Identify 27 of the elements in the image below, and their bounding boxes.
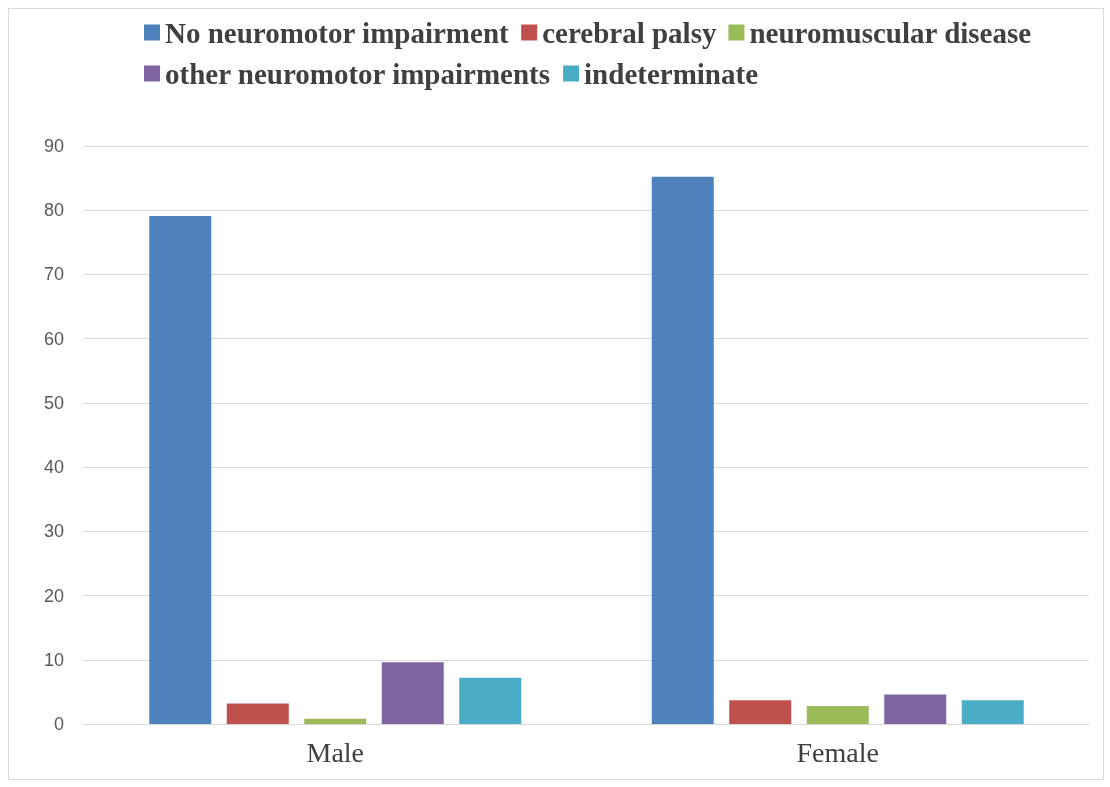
- y-tick-label: 50: [43, 392, 64, 413]
- y-tick-label: 40: [43, 457, 64, 478]
- bar: [149, 216, 212, 724]
- bar: [304, 718, 367, 724]
- y-tick-label: 70: [43, 264, 64, 285]
- legend-label: neuromuscular disease: [749, 16, 1032, 49]
- legend-label: other neuromotor impairments: [165, 57, 551, 90]
- y-tick-label: 0: [53, 714, 64, 734]
- bar: [961, 700, 1024, 724]
- y-tick-label: 90: [43, 136, 64, 156]
- legend-label: No neuromotor impairment: [165, 16, 510, 49]
- y-tick-label: 30: [43, 521, 64, 542]
- bar: [884, 694, 947, 724]
- bar: [729, 700, 792, 724]
- bar: [381, 662, 444, 724]
- bar: [226, 703, 289, 724]
- y-tick-label: 80: [43, 200, 64, 221]
- bar: [651, 176, 714, 724]
- bar: [459, 677, 522, 724]
- legend-label: indeterminate: [584, 57, 759, 90]
- x-tick-label: Female: [796, 736, 879, 768]
- y-tick-label: 60: [43, 328, 64, 349]
- legend-label: cerebral palsy: [542, 16, 717, 49]
- y-tick-label: 10: [43, 649, 64, 670]
- bar: [806, 706, 869, 724]
- y-tick-label: 20: [43, 585, 64, 606]
- x-tick-label: Male: [306, 736, 365, 768]
